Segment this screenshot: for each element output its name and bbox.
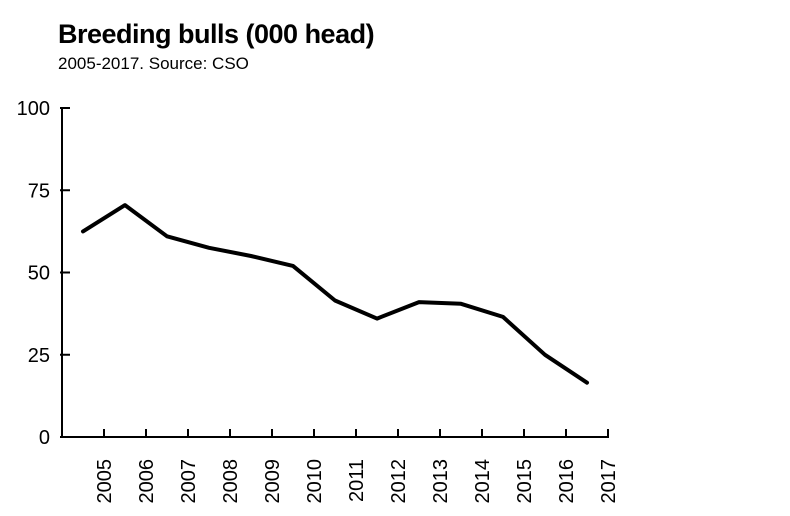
data-point: [165, 234, 169, 238]
x-ticks: 2005 2006 2007 2008 2009 2010 2011 2012 2013 2014…: [94, 429, 620, 504]
x-tick-label: 2014: [472, 459, 494, 504]
y-tick-label: 75: [28, 180, 50, 202]
data-point: [375, 317, 379, 321]
y-tick-label: 100: [17, 98, 50, 120]
data-point: [207, 246, 211, 250]
x-tick-label: 2006: [136, 459, 158, 504]
data-point: [123, 203, 127, 207]
x-tick-label: 2012: [388, 459, 410, 504]
x-tick-label: 2007: [178, 459, 200, 504]
x-tick-label: 2008: [220, 459, 242, 504]
x-tick-label: 2009: [262, 459, 284, 504]
data-point: [333, 299, 337, 302]
chart-subtitle: 2005-2017. Source: CSO: [58, 54, 249, 73]
x-tick-label: 2011: [346, 459, 368, 502]
series-line: [81, 203, 589, 385]
x-tick-label: 2015: [514, 459, 536, 504]
x-tick-label: 2005: [94, 459, 116, 504]
x-tick-label: 2017: [598, 459, 620, 504]
data-point: [543, 353, 547, 357]
y-tick-label: 25: [28, 345, 50, 367]
y-tick-label: 50: [28, 263, 50, 285]
data-point: [291, 264, 295, 268]
data-points: [81, 203, 589, 385]
data-point: [81, 229, 85, 233]
chart-title: Breeding bulls (000 head): [58, 19, 375, 49]
data-point: [585, 381, 589, 385]
x-tick-label: 2013: [430, 459, 452, 504]
data-point: [249, 254, 253, 258]
y-ticks: 0 25 50 75 100: [17, 98, 70, 449]
x-tick-label: 2016: [556, 459, 578, 504]
data-point: [501, 315, 505, 319]
y-tick-label: 0: [39, 427, 50, 449]
x-tick-label: 2010: [304, 459, 326, 504]
data-point: [459, 302, 463, 306]
data-point: [417, 300, 421, 304]
